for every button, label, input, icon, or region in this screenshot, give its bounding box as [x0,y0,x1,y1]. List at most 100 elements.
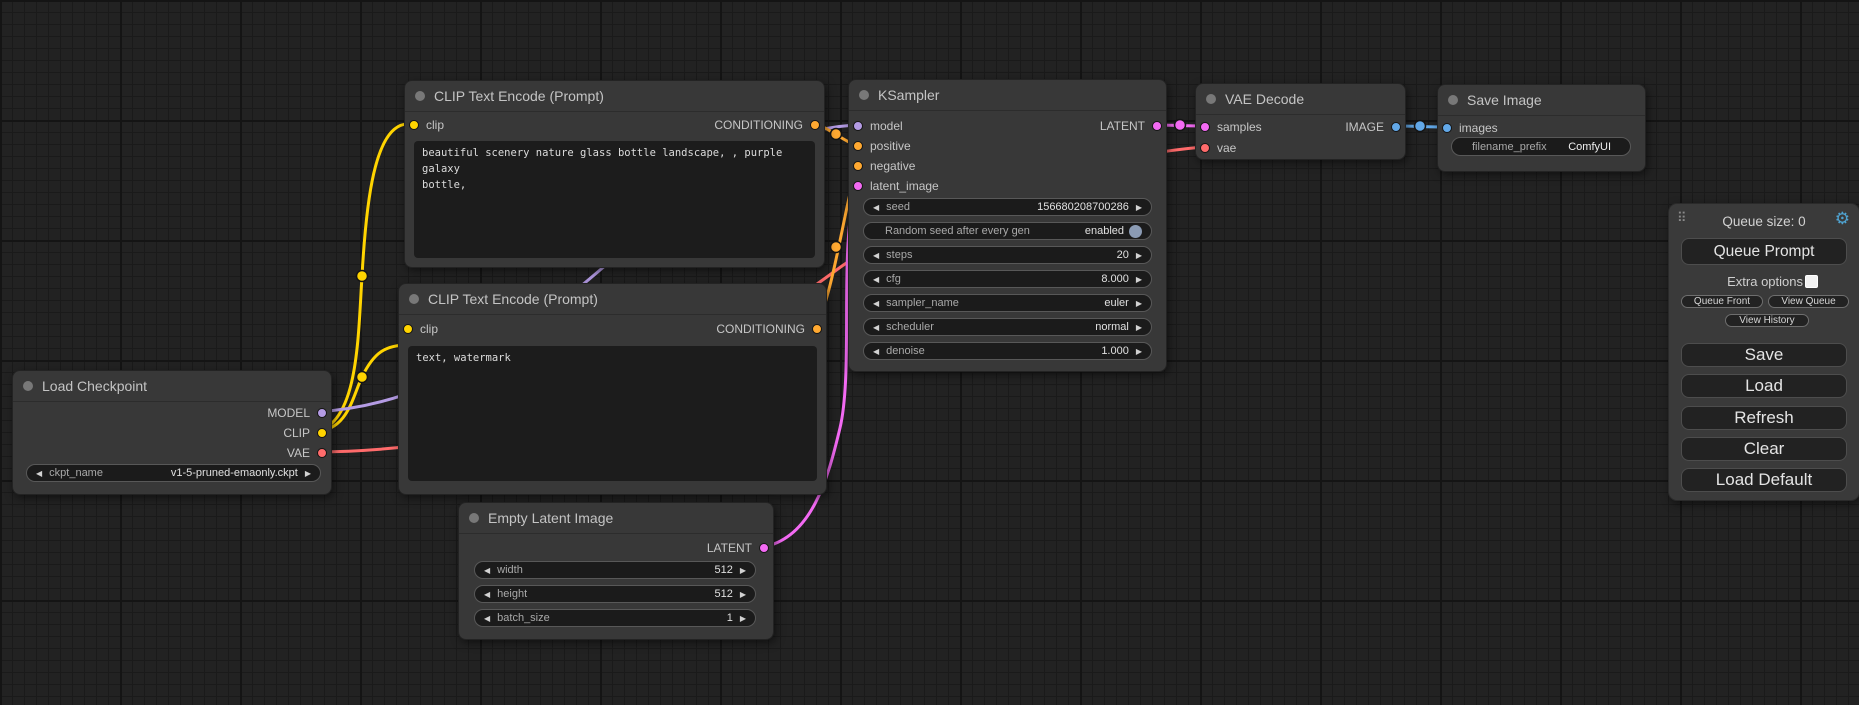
extra-options-checkbox[interactable] [1805,275,1818,288]
input-images[interactable]: images [1442,120,1498,136]
toggle-icon[interactable] [1129,224,1142,238]
link-dot-positive[interactable] [829,127,843,141]
clip-port-icon[interactable] [403,324,413,334]
input-model[interactable]: model [853,118,903,134]
prev-arrow-icon[interactable]: ◀ [484,589,491,599]
seed-widget[interactable]: ◀ seed 156680208700286 ▶ [863,198,1152,216]
node-vae-decode[interactable]: VAE Decode samples vae IMAGE [1195,83,1406,160]
ckpt-name-widget[interactable]: ◀ ckpt_name v1-5-pruned-emaonly.ckpt ▶ [26,464,321,482]
latent-port-icon[interactable] [1152,121,1162,131]
gear-icon[interactable]: ⚙ [1834,209,1850,228]
latent-port-icon[interactable] [853,181,863,191]
queue-panel[interactable]: ⠿ Queue size: 0 ⚙ Queue Prompt Extra opt… [1668,203,1859,501]
conditioning-port-icon[interactable] [810,120,820,130]
view-history-button[interactable]: View History [1725,314,1809,327]
node-title-bar[interactable]: Empty Latent Image [459,503,773,534]
save-button[interactable]: Save [1681,343,1847,367]
filename-prefix-widget[interactable]: filename_prefix ComfyUI [1451,137,1631,156]
next-arrow-icon[interactable]: ▶ [1135,322,1142,332]
negative-prompt-text[interactable]: text, watermark [408,346,817,481]
vae-port-icon[interactable] [317,448,327,458]
prev-arrow-icon[interactable]: ◀ [873,250,880,260]
height-widget[interactable]: ◀ height 512 ▶ [474,585,756,603]
cfg-widget[interactable]: ◀ cfg 8.000 ▶ [863,270,1152,288]
clear-button[interactable]: Clear [1681,437,1847,461]
conditioning-port-icon[interactable] [853,161,863,171]
node-save-image[interactable]: Save Image images filename_prefix ComfyU… [1437,84,1646,172]
model-port-icon[interactable] [853,121,863,131]
load-default-button[interactable]: Load Default [1681,468,1847,492]
node-clip-text-encode-negative[interactable]: CLIP Text Encode (Prompt) clip CONDITION… [398,283,827,495]
latent-port-icon[interactable] [1200,122,1210,132]
conditioning-port-icon[interactable] [853,141,863,151]
node-clip-text-encode-positive[interactable]: CLIP Text Encode (Prompt) clip CONDITION… [404,80,825,268]
width-widget[interactable]: ◀ width 512 ▶ [474,561,756,579]
output-conditioning[interactable]: CONDITIONING [714,117,820,133]
node-ksampler[interactable]: KSampler model positive negative latent_… [848,79,1167,372]
node-title-bar[interactable]: Save Image [1438,85,1645,116]
node-title-bar[interactable]: Load Checkpoint [13,371,331,402]
output-clip[interactable]: CLIP [283,425,327,441]
prev-arrow-icon[interactable]: ◀ [484,613,491,623]
prev-arrow-icon[interactable]: ◀ [873,322,880,332]
collapse-dot-icon[interactable] [409,294,419,304]
link-dot-clip-b[interactable] [355,370,369,384]
node-title-bar[interactable]: CLIP Text Encode (Prompt) [405,81,824,112]
random-seed-widget[interactable]: Random seed after every gen enabled [863,222,1152,240]
output-conditioning[interactable]: CONDITIONING [716,321,822,337]
collapse-dot-icon[interactable] [415,91,425,101]
clip-port-icon[interactable] [409,120,419,130]
collapse-dot-icon[interactable] [1206,94,1216,104]
model-port-icon[interactable] [317,408,327,418]
conditioning-port-icon[interactable] [812,324,822,334]
scheduler-widget[interactable]: ◀ scheduler normal ▶ [863,318,1152,336]
collapse-dot-icon[interactable] [859,90,869,100]
link-dot-latent[interactable] [1173,118,1187,132]
prev-arrow-icon[interactable]: ◀ [873,202,880,212]
prev-arrow-icon[interactable]: ◀ [873,274,880,284]
output-image[interactable]: IMAGE [1345,119,1401,135]
refresh-button[interactable]: Refresh [1681,406,1847,430]
image-port-icon[interactable] [1391,122,1401,132]
collapse-dot-icon[interactable] [23,381,33,391]
collapse-dot-icon[interactable] [1448,95,1458,105]
node-title-bar[interactable]: VAE Decode [1196,84,1405,115]
load-button[interactable]: Load [1681,374,1847,398]
prev-arrow-icon[interactable]: ◀ [873,298,880,308]
image-port-icon[interactable] [1442,123,1452,133]
next-arrow-icon[interactable]: ▶ [1135,202,1142,212]
prev-arrow-icon[interactable]: ◀ [873,346,880,356]
next-arrow-icon[interactable]: ▶ [304,468,311,478]
prev-arrow-icon[interactable]: ◀ [36,468,43,478]
node-title-bar[interactable]: CLIP Text Encode (Prompt) [399,284,826,315]
prev-arrow-icon[interactable]: ◀ [484,565,491,575]
latent-port-icon[interactable] [759,543,769,553]
input-vae[interactable]: vae [1200,140,1236,156]
drag-handle-icon[interactable]: ⠿ [1677,210,1687,225]
output-latent[interactable]: LATENT [1100,118,1162,134]
sampler-name-widget[interactable]: ◀ sampler_name euler ▶ [863,294,1152,312]
queue-front-button[interactable]: Queue Front [1681,295,1763,308]
view-queue-button[interactable]: View Queue [1768,295,1849,308]
next-arrow-icon[interactable]: ▶ [1135,250,1142,260]
input-latent-image[interactable]: latent_image [853,178,939,194]
node-load-checkpoint[interactable]: Load Checkpoint MODEL CLIP VAE ◀ ckpt_na… [12,370,332,495]
link-dot-negative[interactable] [829,240,843,254]
clip-port-icon[interactable] [317,428,327,438]
input-negative[interactable]: negative [853,158,915,174]
output-latent[interactable]: LATENT [707,540,769,556]
collapse-dot-icon[interactable] [469,513,479,523]
queue-prompt-button[interactable]: Queue Prompt [1681,238,1847,265]
steps-widget[interactable]: ◀ steps 20 ▶ [863,246,1152,264]
input-positive[interactable]: positive [853,138,911,154]
output-model[interactable]: MODEL [267,405,327,421]
next-arrow-icon[interactable]: ▶ [739,613,746,623]
next-arrow-icon[interactable]: ▶ [1135,298,1142,308]
vae-port-icon[interactable] [1200,143,1210,153]
denoise-widget[interactable]: ◀ denoise 1.000 ▶ [863,342,1152,360]
input-samples[interactable]: samples [1200,119,1262,135]
next-arrow-icon[interactable]: ▶ [739,565,746,575]
positive-prompt-text[interactable]: beautiful scenery nature glass bottle la… [414,141,815,258]
node-title-bar[interactable]: KSampler [849,80,1166,111]
